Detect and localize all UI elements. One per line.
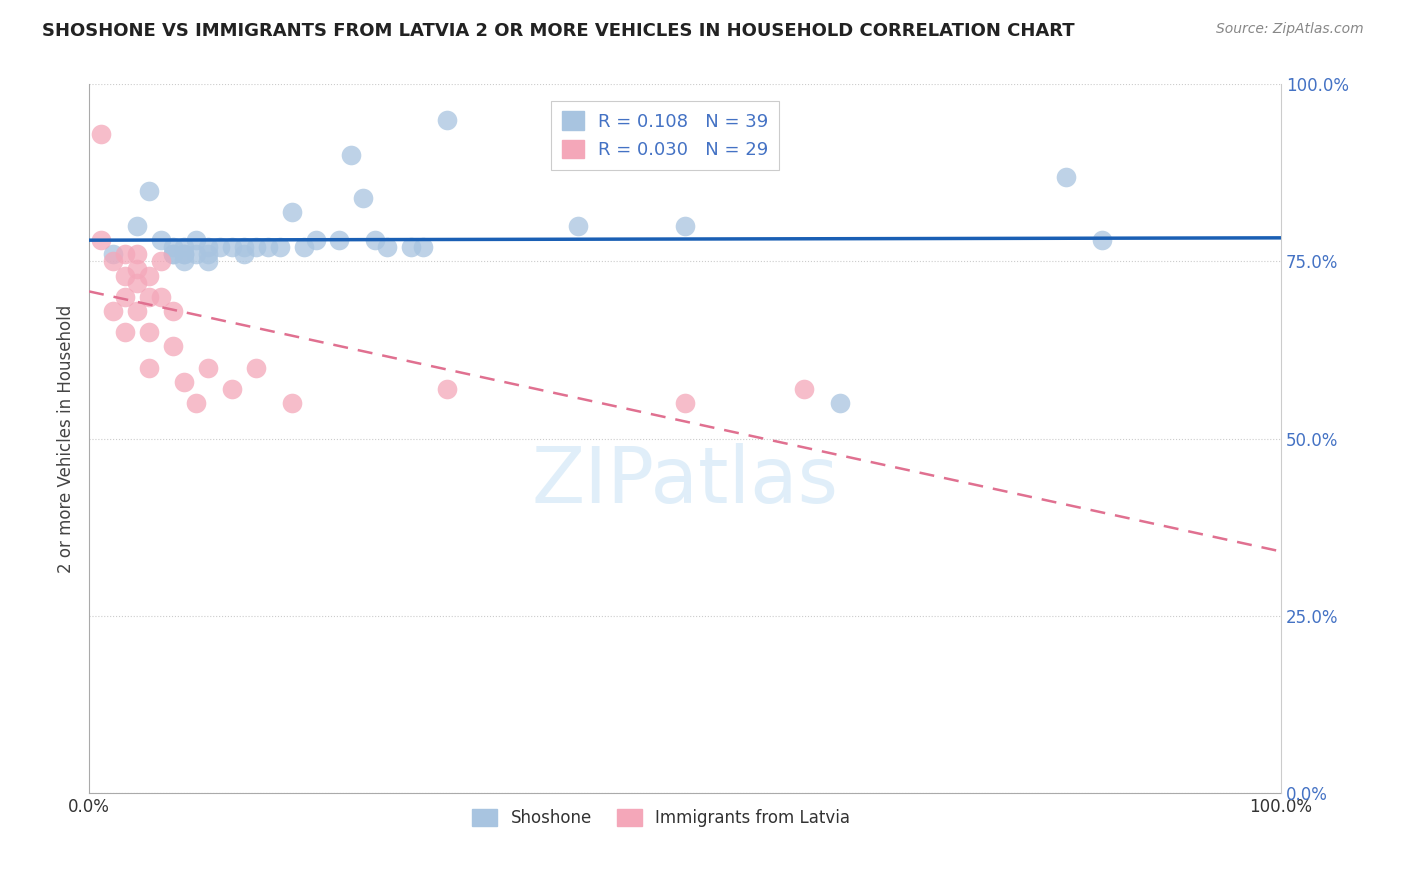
Point	[138, 184, 160, 198]
Point	[399, 240, 422, 254]
Point	[375, 240, 398, 254]
Point	[340, 148, 363, 162]
Point	[280, 396, 302, 410]
Point	[162, 247, 184, 261]
Point	[149, 290, 172, 304]
Point	[828, 396, 851, 410]
Point	[364, 233, 387, 247]
Point	[1091, 233, 1114, 247]
Point	[221, 382, 243, 396]
Point	[1054, 169, 1077, 184]
Point	[186, 396, 208, 410]
Point	[328, 233, 350, 247]
Point	[793, 382, 815, 396]
Point	[114, 247, 136, 261]
Point	[101, 304, 124, 318]
Point	[245, 360, 267, 375]
Point	[197, 254, 219, 268]
Point	[352, 191, 374, 205]
Point	[436, 382, 458, 396]
Point	[567, 219, 589, 233]
Point	[209, 240, 232, 254]
Point	[90, 233, 112, 247]
Point	[162, 240, 184, 254]
Point	[125, 261, 148, 276]
Point	[673, 219, 696, 233]
Point	[101, 247, 124, 261]
Point	[257, 240, 280, 254]
Point	[125, 276, 148, 290]
Point	[149, 254, 172, 268]
Legend: Shoshone, Immigrants from Latvia: Shoshone, Immigrants from Latvia	[465, 803, 856, 834]
Text: Source: ZipAtlas.com: Source: ZipAtlas.com	[1216, 22, 1364, 37]
Point	[125, 247, 148, 261]
Point	[138, 360, 160, 375]
Point	[173, 375, 195, 389]
Point	[221, 240, 243, 254]
Point	[138, 326, 160, 340]
Point	[138, 290, 160, 304]
Point	[197, 240, 219, 254]
Point	[269, 240, 291, 254]
Point	[280, 205, 302, 219]
Point	[125, 219, 148, 233]
Point	[125, 304, 148, 318]
Point	[162, 339, 184, 353]
Point	[173, 254, 195, 268]
Point	[101, 254, 124, 268]
Point	[412, 240, 434, 254]
Point	[114, 268, 136, 283]
Point	[233, 240, 256, 254]
Text: SHOSHONE VS IMMIGRANTS FROM LATVIA 2 OR MORE VEHICLES IN HOUSEHOLD CORRELATION C: SHOSHONE VS IMMIGRANTS FROM LATVIA 2 OR …	[42, 22, 1074, 40]
Point	[186, 233, 208, 247]
Point	[186, 247, 208, 261]
Point	[90, 127, 112, 141]
Point	[173, 240, 195, 254]
Point	[149, 233, 172, 247]
Point	[114, 326, 136, 340]
Point	[173, 247, 195, 261]
Point	[436, 112, 458, 127]
Y-axis label: 2 or more Vehicles in Household: 2 or more Vehicles in Household	[58, 304, 75, 573]
Point	[197, 247, 219, 261]
Point	[673, 396, 696, 410]
Point	[162, 247, 184, 261]
Point	[233, 247, 256, 261]
Point	[162, 304, 184, 318]
Point	[304, 233, 326, 247]
Text: ZIPatlas: ZIPatlas	[531, 443, 838, 519]
Point	[173, 247, 195, 261]
Point	[114, 290, 136, 304]
Point	[197, 360, 219, 375]
Point	[245, 240, 267, 254]
Point	[138, 268, 160, 283]
Point	[292, 240, 315, 254]
